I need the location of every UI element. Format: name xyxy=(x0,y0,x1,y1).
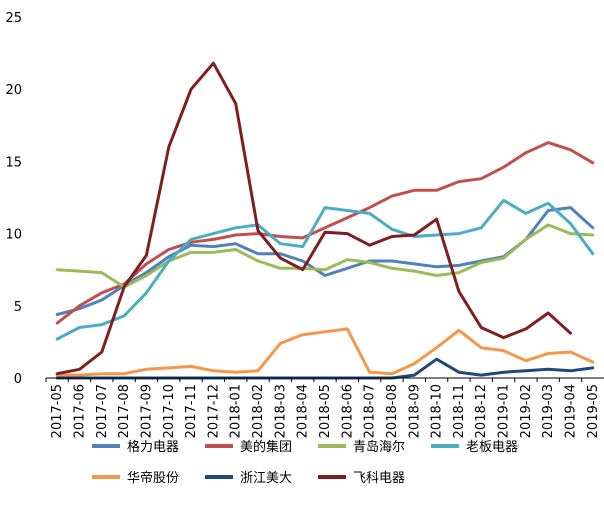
x-axis-ticks: 2017-05 2017-06 2017-07 2017-08 2017-09 2017-… xyxy=(45,378,601,438)
series-line xyxy=(55,223,595,289)
x-tick-label: 2017-09 xyxy=(139,384,154,438)
x-tick-label: 2018-06 xyxy=(340,384,355,438)
x-tick-label: 2018-03 xyxy=(273,384,288,438)
series-line xyxy=(55,141,595,325)
legend-label: 飞科电器 xyxy=(353,471,405,486)
y-tick-label: 15 xyxy=(5,155,22,170)
x-tick-label: 2018-05 xyxy=(318,384,333,438)
legend-label: 华帝股份 xyxy=(127,470,179,486)
series-line xyxy=(55,61,572,376)
series-line xyxy=(55,327,595,377)
legend-label: 美的集团 xyxy=(240,439,292,455)
x-tick-label: 2018-09 xyxy=(407,384,422,438)
x-tick-label: 2018-02 xyxy=(251,384,266,438)
series-line xyxy=(55,198,595,341)
series-line xyxy=(55,357,595,380)
x-tick-label: 2018-04 xyxy=(296,384,311,438)
x-tick-label: 2018-10 xyxy=(430,384,445,438)
y-axis-ticks: 0 5 10 15 20 25 xyxy=(5,11,22,387)
x-tick-label: 2018-11 xyxy=(452,384,467,438)
x-tick-label: 2017-06 xyxy=(72,384,87,438)
x-tick-label: 2017-07 xyxy=(95,384,110,438)
legend-label: 浙江美大 xyxy=(240,471,292,486)
x-tick-label: 2017-11 xyxy=(184,384,199,438)
x-tick-label: 2017-08 xyxy=(117,384,132,438)
y-tick-label: 25 xyxy=(5,11,22,26)
legend-label: 老板电器 xyxy=(466,440,518,455)
x-tick-label: 2019-03 xyxy=(541,384,556,438)
y-tick-label: 5 xyxy=(14,300,22,315)
x-tick-label: 2019-02 xyxy=(519,384,534,438)
x-tick-label: 2018-07 xyxy=(363,384,378,438)
series-line xyxy=(55,206,595,316)
x-tick-label: 2017-05 xyxy=(50,384,65,438)
series-lines xyxy=(55,61,595,380)
x-tick-label: 2019-04 xyxy=(564,384,579,438)
y-tick-label: 0 xyxy=(14,372,22,387)
y-tick-label: 20 xyxy=(5,83,22,98)
x-tick-label: 2019-05 xyxy=(586,384,601,438)
x-tick-label: 2017-10 xyxy=(162,384,177,438)
x-tick-label: 2017-12 xyxy=(206,384,221,438)
x-tick-label: 2018-12 xyxy=(474,384,489,438)
legend-label: 格力电器 xyxy=(127,439,179,455)
x-tick-label: 2018-01 xyxy=(229,384,244,438)
legend-label: 青岛海尔 xyxy=(353,439,405,455)
x-tick-label: 2018-08 xyxy=(385,384,400,438)
y-tick-label: 10 xyxy=(5,228,22,243)
x-tick-label: 2019-01 xyxy=(497,384,512,438)
